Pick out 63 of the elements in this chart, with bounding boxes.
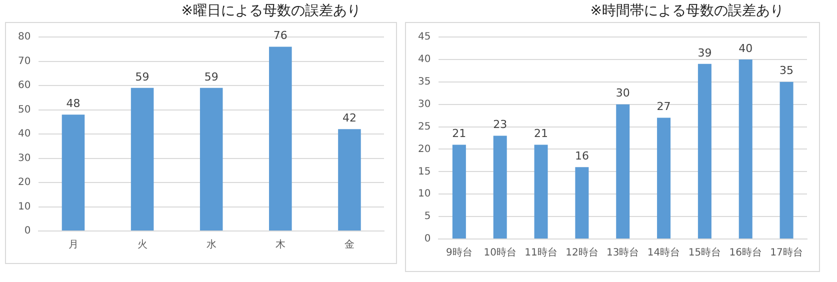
x-tick-label: 月 [68, 240, 78, 251]
y-tick-label: 30 [418, 98, 431, 110]
x-tick-label: 17時台 [770, 246, 803, 259]
bar [338, 129, 361, 230]
y-tick-label: 0 [424, 234, 431, 245]
bar [200, 88, 223, 230]
y-tick-label: 80 [18, 32, 31, 43]
y-tick-label: 10 [18, 201, 31, 212]
bar [130, 88, 154, 230]
chart-title: ※曜日による母数の誤差あり [181, 2, 361, 20]
x-tick-label: 12時台 [566, 246, 598, 259]
y-tick-label: 45 [418, 32, 431, 43]
data-label: 23 [493, 118, 508, 132]
bar [698, 64, 712, 238]
bar [452, 144, 466, 238]
data-label: 27 [656, 100, 671, 114]
data-label: 35 [780, 64, 794, 78]
bar [616, 104, 630, 238]
data-label: 16 [574, 150, 589, 163]
x-tick-label: 10時台 [484, 246, 516, 259]
data-label: 76 [273, 29, 288, 42]
bar [657, 118, 671, 238]
bar [62, 114, 85, 230]
y-tick-label: 0 [24, 226, 31, 237]
y-tick-label: 15 [418, 166, 431, 178]
x-tick-label: 木 [275, 238, 286, 251]
bar [575, 167, 589, 238]
y-tick-label: 20 [418, 144, 431, 155]
x-tick-label: 11時台 [524, 246, 558, 259]
data-label: 21 [452, 127, 466, 140]
bar [780, 82, 794, 238]
chart-title: ※時間帯による母数の誤差あり [590, 2, 784, 20]
x-tick-label: 金 [344, 238, 354, 251]
x-tick-label: 13時台 [606, 246, 640, 259]
data-label: 59 [204, 70, 218, 84]
x-tick-label: 16時台 [729, 246, 762, 259]
x-tick-label: 15時台 [688, 246, 722, 259]
y-tick-label: 25 [418, 121, 431, 132]
x-tick-label: 火 [137, 238, 148, 251]
x-tick-label: 14時台 [647, 246, 680, 259]
data-label: 42 [342, 112, 356, 125]
data-label: 21 [534, 127, 548, 140]
bar [738, 59, 752, 238]
y-tick-label: 20 [18, 177, 31, 188]
data-label: 30 [616, 86, 630, 100]
data-label: 59 [135, 70, 150, 84]
x-tick-label: 9時台 [446, 246, 472, 259]
data-label: 48 [66, 96, 80, 110]
data-label: 40 [738, 42, 753, 55]
bar [269, 46, 292, 230]
y-tick-label: 50 [18, 104, 31, 116]
bar [534, 144, 548, 238]
y-tick-label: 30 [18, 152, 31, 164]
y-tick-label: 70 [18, 56, 31, 67]
y-tick-label: 60 [18, 80, 31, 92]
bar [493, 136, 507, 238]
y-tick-label: 40 [418, 54, 431, 66]
y-tick-label: 5 [424, 211, 431, 222]
y-tick-label: 10 [418, 188, 431, 200]
data-label: 39 [698, 46, 712, 60]
y-tick-label: 40 [18, 128, 31, 140]
y-tick-label: 35 [418, 76, 431, 88]
x-tick-label: 水 [206, 238, 216, 251]
